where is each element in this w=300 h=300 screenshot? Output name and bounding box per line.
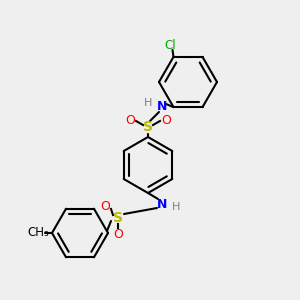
Text: O: O [100, 200, 110, 214]
Text: S: S [113, 211, 123, 225]
Text: H: H [144, 98, 152, 108]
Text: N: N [157, 100, 167, 113]
Text: O: O [125, 113, 135, 127]
Text: H: H [172, 202, 180, 212]
Text: N: N [157, 197, 167, 211]
Text: O: O [113, 227, 123, 241]
Text: Cl: Cl [165, 39, 176, 52]
Text: CH₃: CH₃ [27, 226, 49, 239]
Text: O: O [161, 113, 171, 127]
Text: S: S [143, 120, 153, 134]
